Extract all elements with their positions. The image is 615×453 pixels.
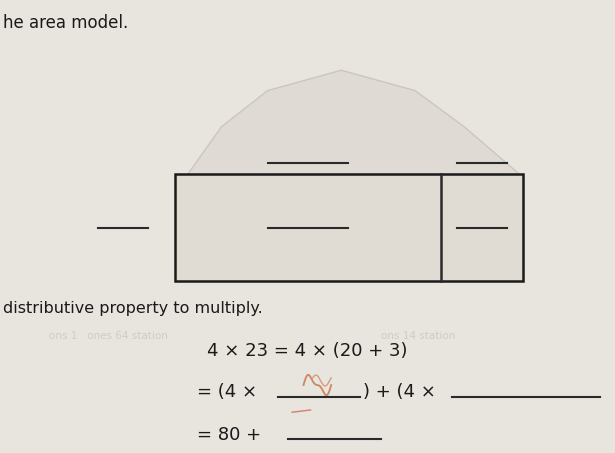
Text: = 80 +: = 80 + <box>197 426 261 444</box>
Text: 4 × 23 = 4 × (20 + 3): 4 × 23 = 4 × (20 + 3) <box>207 342 408 360</box>
Bar <box>175 174 523 281</box>
Polygon shape <box>175 70 520 281</box>
Text: he area model.: he area model. <box>3 14 129 32</box>
Text: ons 14 station: ons 14 station <box>381 331 456 341</box>
Text: = (4 ×: = (4 × <box>197 383 257 401</box>
Text: ) + (4 ×: ) + (4 × <box>363 383 435 401</box>
Text: distributive property to multiply.: distributive property to multiply. <box>3 301 263 316</box>
Text: ons 1   ones 64 station: ons 1 ones 64 station <box>49 331 168 341</box>
